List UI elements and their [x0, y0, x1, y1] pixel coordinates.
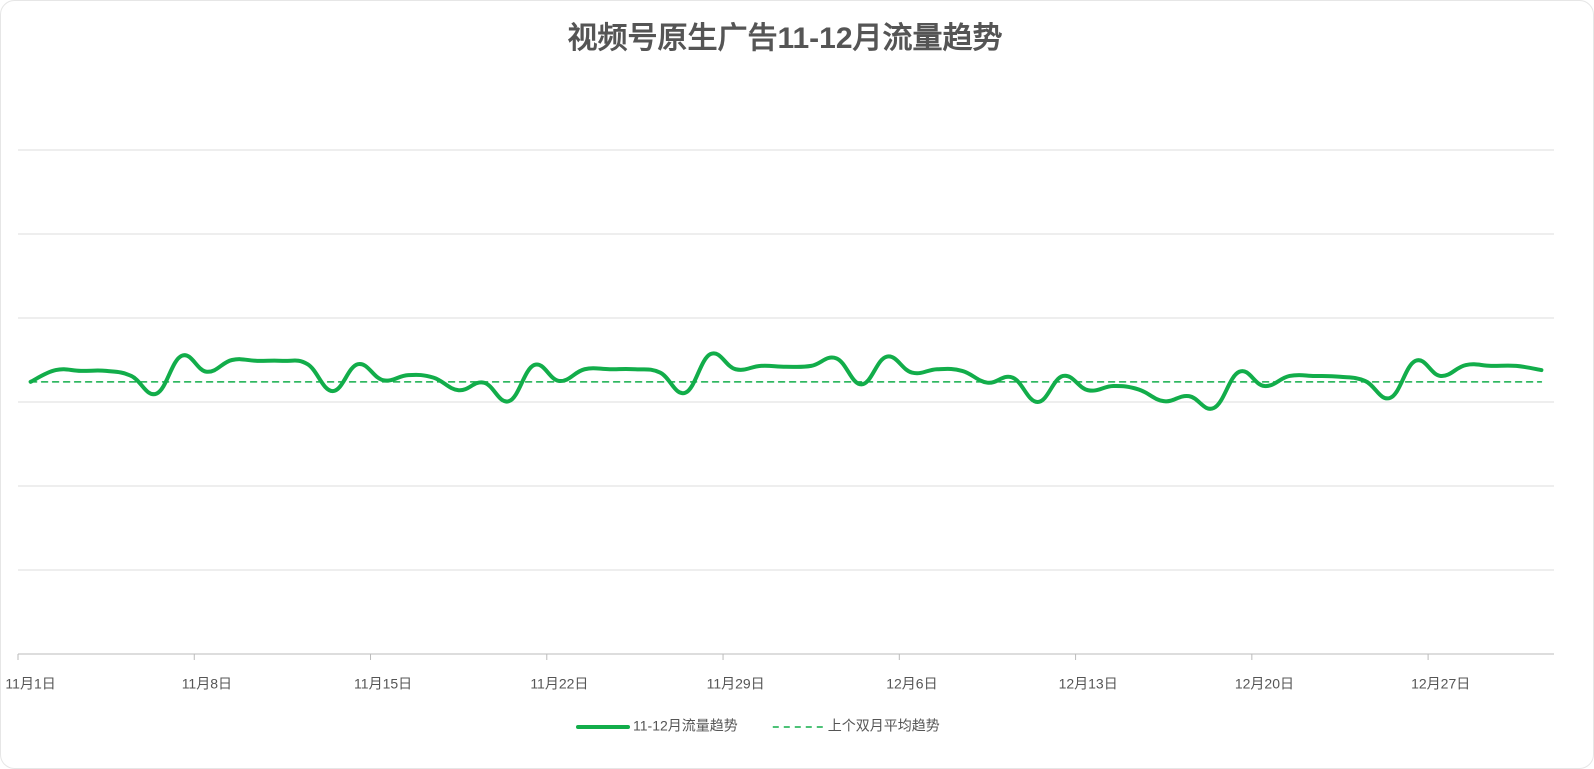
chart-title: 视频号原生广告11-12月流量趋势 [567, 22, 1002, 55]
x-tick-label: 12月13日 [1059, 676, 1118, 692]
trend-line [28, 351, 1544, 411]
x-tick-label: 11月8日 [182, 676, 232, 692]
legend-label: 11-12月流量趋势 [633, 718, 738, 734]
x-tick-label: 11月1日 [5, 676, 55, 692]
x-tick-label: 11月15日 [354, 676, 412, 692]
legend-label: 上个双月平均趋势 [828, 718, 940, 734]
x-tick-label: 12月6日 [886, 676, 937, 692]
x-tick-label: 12月20日 [1235, 676, 1294, 692]
x-tick-label: 11月22日 [530, 676, 588, 692]
x-tick-label: 11月29日 [707, 676, 765, 692]
x-tick-label: 12月27日 [1411, 676, 1470, 692]
